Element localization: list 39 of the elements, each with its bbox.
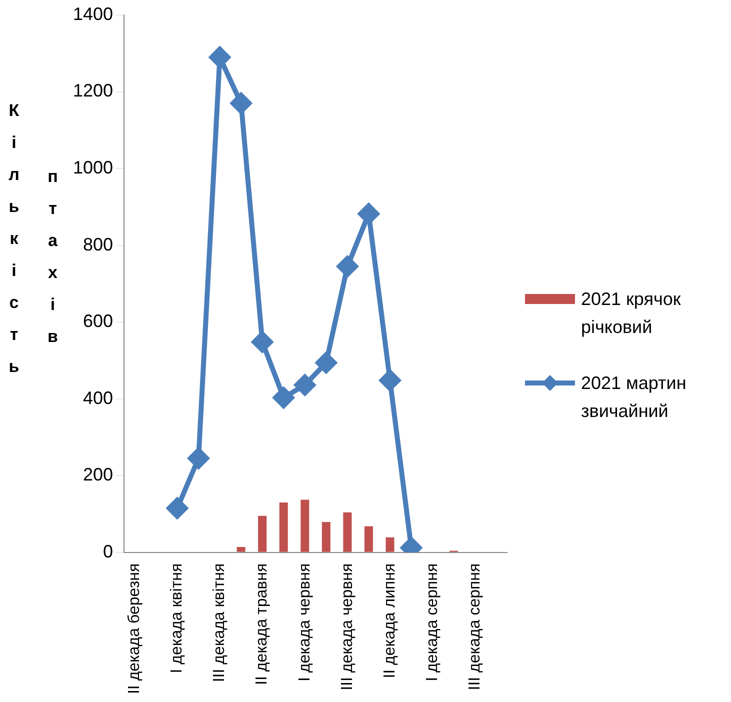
x-tick-label: I декада квітня	[168, 563, 186, 674]
x-tick-label: III декада квітня	[211, 563, 228, 682]
text: Кількість птахів	[8, 101, 58, 376]
legend-label: 2021 мартин звичайний	[581, 372, 688, 423]
y-tick-label: 400	[82, 388, 114, 408]
y-tick-label: 600	[82, 311, 114, 332]
y-tick-label: 1200	[72, 80, 114, 101]
bar	[386, 537, 394, 552]
point	[273, 387, 294, 408]
point	[294, 374, 316, 396]
point	[316, 352, 337, 374]
bar	[300, 500, 310, 552]
y-tick-label: 800	[82, 234, 114, 254]
x-tick-label: I декада серпня	[424, 563, 441, 682]
point	[166, 498, 188, 519]
bar	[364, 526, 373, 552]
x-tick-label: III декада серпня	[466, 563, 484, 690]
point	[209, 46, 230, 68]
point	[358, 203, 380, 224]
bar	[322, 522, 330, 552]
x-tick-label: II декада березня	[126, 563, 144, 694]
bar	[279, 502, 288, 552]
y-tick-label: 1400	[72, 4, 114, 24]
bar	[258, 516, 267, 552]
bar	[236, 546, 246, 552]
x-tick-label: II декада липня	[381, 563, 398, 678]
y-tick-label: 200	[82, 464, 114, 485]
point	[379, 370, 400, 391]
bar	[343, 512, 352, 552]
legend-label: 2021 крячок річковий	[581, 288, 682, 339]
y-tick-label: 0	[103, 541, 114, 562]
point	[336, 256, 358, 277]
point	[252, 332, 273, 353]
x-tick-label: II декада травня	[254, 563, 271, 685]
point	[230, 92, 252, 114]
point	[188, 448, 210, 469]
x-tick-label: III декада червня	[338, 563, 356, 690]
x-tick-label: I декада червня	[296, 563, 314, 682]
y-tick-label: 1000	[72, 157, 114, 178]
